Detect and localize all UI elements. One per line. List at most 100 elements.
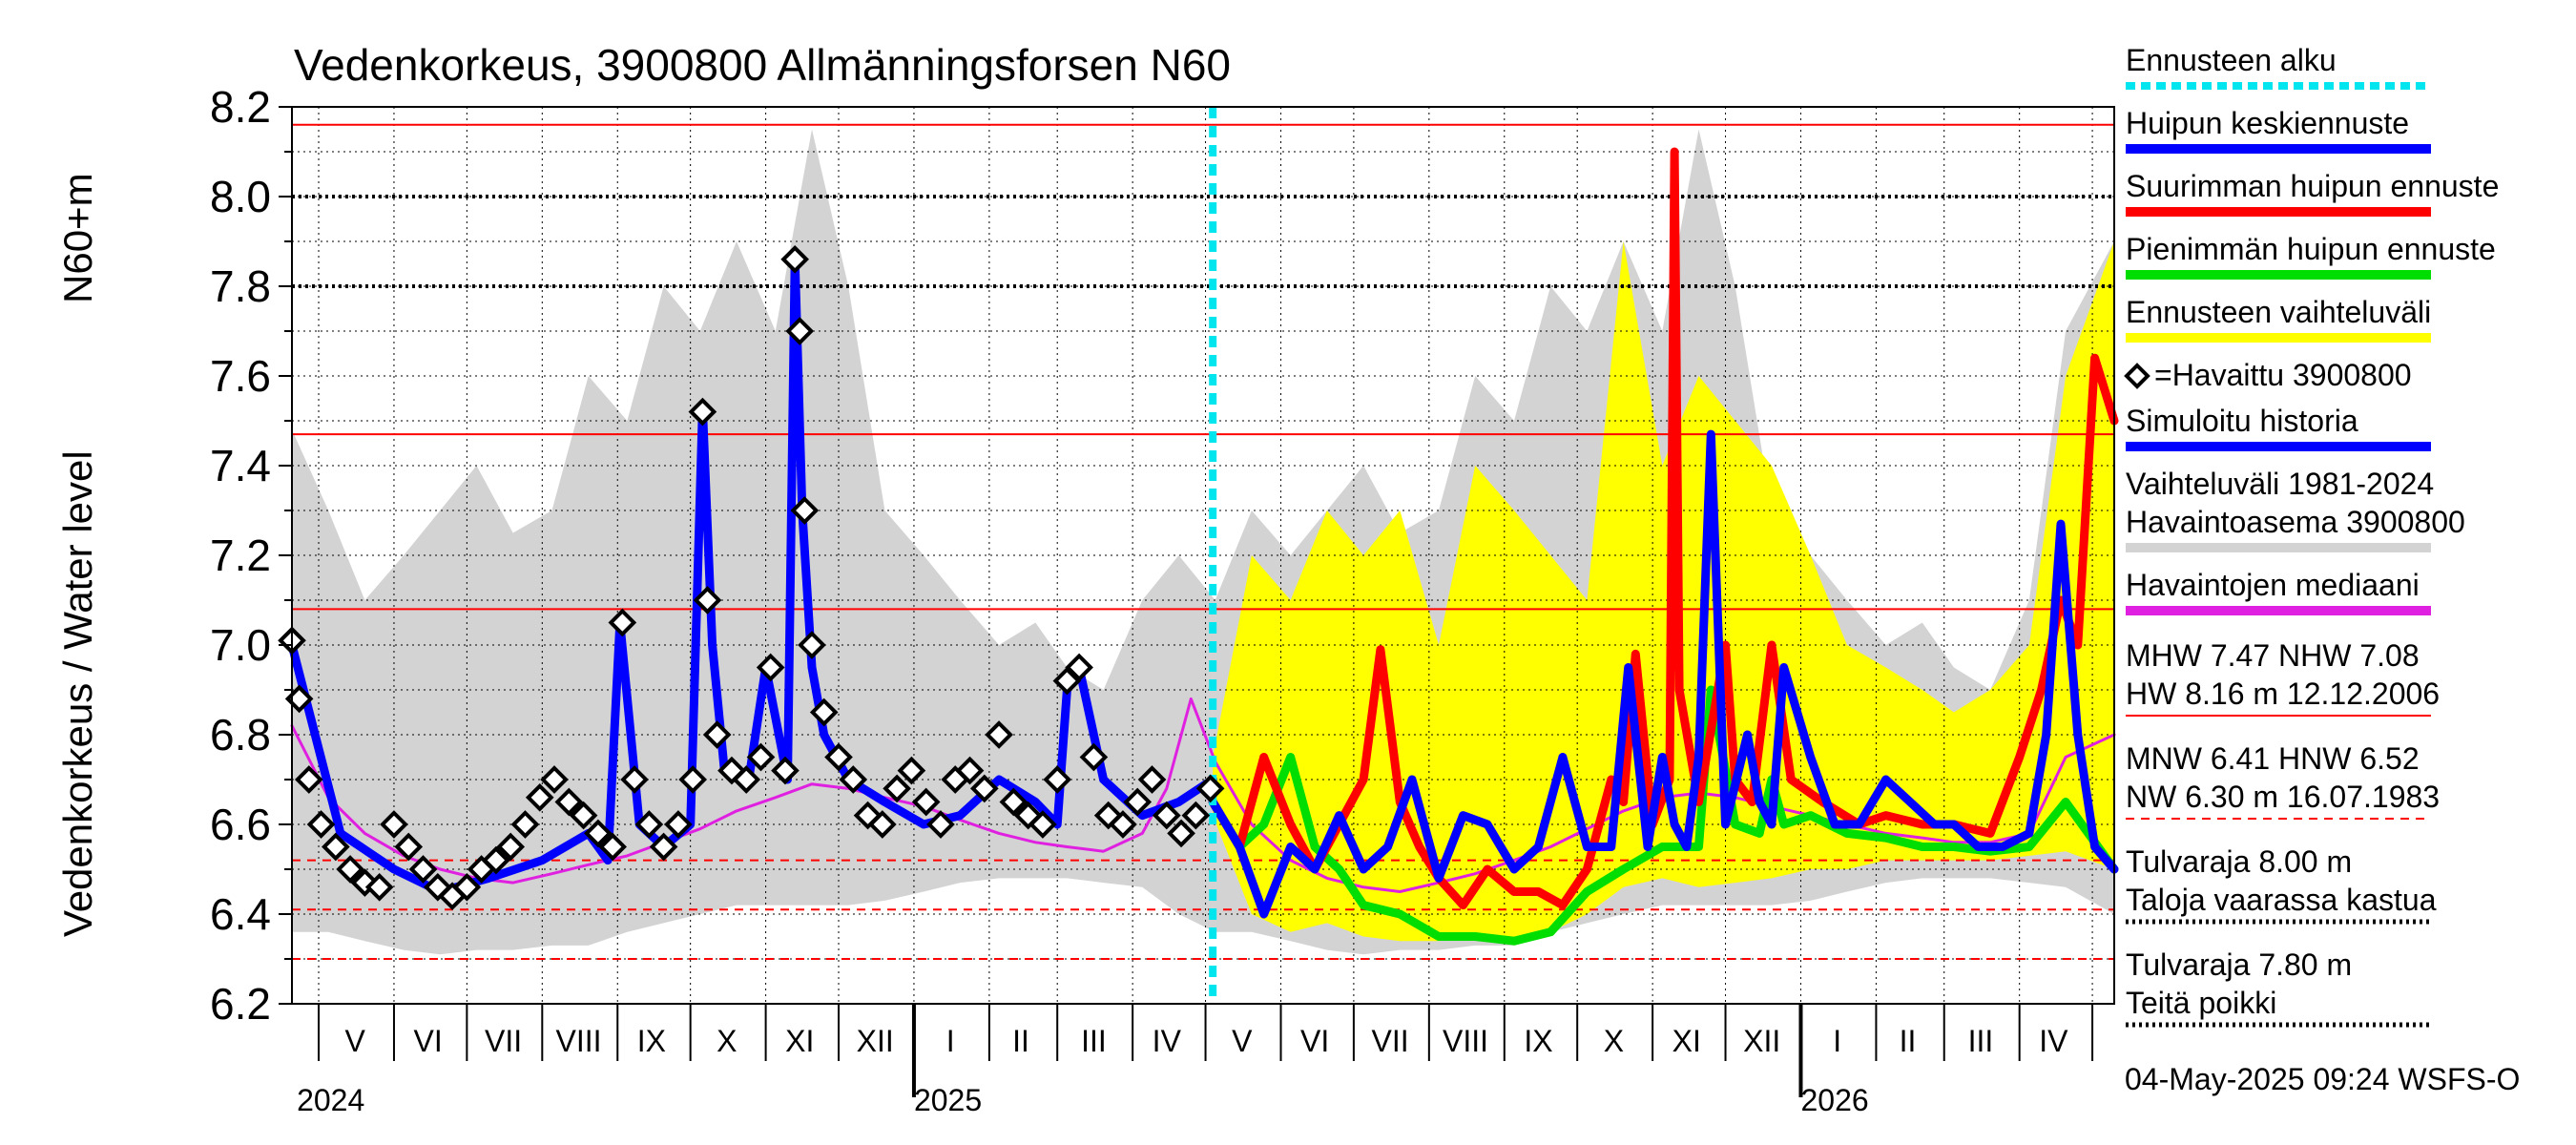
observed-marker	[1109, 810, 1137, 839]
observed-marker	[364, 872, 394, 902]
observed-marker	[911, 787, 941, 817]
observed-marker	[540, 765, 569, 794]
month-label: III	[1968, 1024, 1994, 1058]
observed-marker	[883, 774, 911, 803]
observed-marker	[798, 631, 826, 659]
observed-marker	[649, 832, 678, 862]
legend-label: Pienimmän huipun ennuste	[2126, 232, 2496, 266]
observed-marker	[824, 742, 853, 772]
y-tick-label: 6.6	[210, 800, 271, 849]
month-label: IV	[1153, 1024, 1182, 1058]
month-label: VIII	[555, 1024, 601, 1058]
observed-marker	[380, 810, 408, 839]
observed-marker	[809, 697, 839, 727]
y-tick-label: 7.6	[210, 351, 271, 401]
observed-marker	[569, 801, 598, 830]
observed-marker	[634, 810, 664, 839]
legend-stat: Tulvaraja 7.80 m	[2126, 947, 2352, 982]
year-label: 2024	[297, 1083, 364, 1117]
forecast-range-band	[1213, 241, 2114, 942]
observed-marker	[496, 832, 526, 862]
legend-label: Ennusteen vaihteluväli	[2126, 295, 2431, 329]
observed-marker	[1195, 774, 1225, 803]
observed-marker	[1137, 765, 1167, 794]
legend-stat: Teitä poikki	[2126, 986, 2276, 1020]
observed-marker	[525, 782, 554, 812]
legend-stat: MHW 7.47 NHW 7.08	[2126, 638, 2420, 673]
month-label: III	[1081, 1024, 1107, 1058]
forecast-min-line	[1208, 685, 2119, 946]
observed-marker	[1065, 653, 1093, 682]
legend-marker	[2124, 363, 2150, 389]
observed-marker	[756, 653, 785, 682]
observed-marker	[482, 845, 510, 875]
y-tick-label: 7.4	[210, 441, 271, 490]
observed-marker	[322, 832, 350, 862]
observed-marker	[732, 765, 761, 794]
month-label: V	[345, 1024, 366, 1058]
month-label: II	[1900, 1024, 1917, 1058]
month-label: XII	[857, 1024, 894, 1058]
legend-label: Huipun keskiennuste	[2126, 106, 2409, 140]
legend-label: Simuloitu historia	[2126, 404, 2358, 438]
observed-marker	[771, 756, 800, 785]
y-tick-label: 7.0	[210, 620, 271, 670]
observed-marker	[868, 810, 897, 839]
legend-stat: NW 6.30 m 16.07.1983	[2126, 780, 2440, 814]
observed-marker	[702, 720, 732, 749]
month-label: VI	[413, 1024, 442, 1058]
observed-marker	[969, 774, 999, 803]
y-tick-label: 6.2	[210, 979, 271, 1029]
observed-marker	[678, 765, 708, 794]
legend-label: Vaihteluväli 1981-2024	[2126, 467, 2434, 501]
observed-marker	[1152, 801, 1181, 830]
legend-label: =Havaittu 3900800	[2154, 358, 2412, 392]
observed-marker	[554, 787, 584, 817]
observed-marker	[452, 872, 482, 902]
observed-marker	[1123, 787, 1153, 817]
month-label: XI	[1672, 1024, 1701, 1058]
observed-marker	[408, 855, 438, 884]
y-tick-label: 8.2	[210, 82, 271, 132]
median-line	[290, 697, 2116, 893]
y-axis-unit: N60+m	[55, 173, 100, 303]
observed-marker	[608, 608, 637, 637]
observed-marker	[780, 244, 809, 274]
observed-marker	[620, 765, 649, 794]
observed-marker	[510, 810, 540, 839]
observed-marker	[897, 756, 926, 785]
observed-marker	[688, 397, 717, 427]
y-tick-label: 7.2	[210, 531, 271, 580]
observed-marker	[1028, 810, 1057, 839]
observed-marker	[785, 317, 815, 345]
observed-marker	[306, 810, 336, 839]
month-label: XII	[1743, 1024, 1780, 1058]
month-label: II	[1012, 1024, 1029, 1058]
observed-marker	[926, 810, 955, 839]
observed-marker	[839, 765, 868, 794]
observed-marker	[1043, 765, 1072, 794]
month-label: IX	[637, 1024, 666, 1058]
month-label: XI	[785, 1024, 814, 1058]
legend-stat: Tulvaraja 8.00 m	[2126, 844, 2352, 879]
legend-label: Havaintojen mediaani	[2126, 568, 2420, 602]
y-axis-label: Vedenkorkeus / Water level	[55, 450, 100, 937]
observed-marker	[336, 855, 364, 884]
footer-timestamp: 04-May-2025 09:24 WSFS-O	[2125, 1062, 2520, 1096]
month-label: VII	[485, 1024, 522, 1058]
y-tick-label: 8.0	[210, 172, 271, 221]
observed-marker	[294, 765, 323, 794]
month-label: V	[1232, 1024, 1253, 1058]
y-tick-label: 6.4	[210, 889, 271, 939]
legend-stat: Taloja vaarassa kastua	[2126, 883, 2437, 917]
observed-marker	[1079, 742, 1109, 772]
observed-marker	[394, 832, 424, 862]
observed-marker	[790, 496, 820, 525]
month-label: IV	[2039, 1024, 2068, 1058]
month-label: I	[946, 1024, 955, 1058]
legend-stat: HW 8.16 m 12.12.2006	[2126, 677, 2440, 711]
observed-marker	[664, 810, 693, 839]
observed-marker	[746, 742, 776, 772]
legend-label: Havaintoasema 3900800	[2126, 505, 2465, 539]
